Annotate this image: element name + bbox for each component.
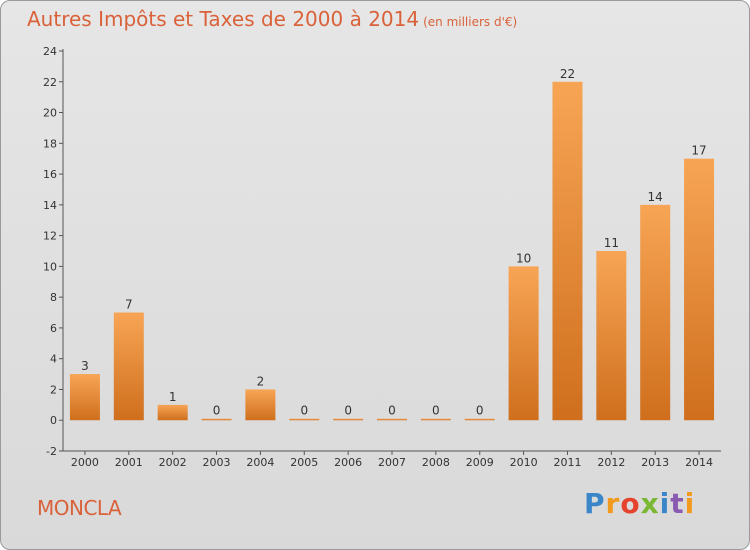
y-tick-label: 16 xyxy=(43,168,57,181)
y-tick-label: 10 xyxy=(43,260,57,273)
bar xyxy=(201,418,232,421)
bars xyxy=(69,81,715,421)
logo-letter: P xyxy=(584,487,606,520)
proxiti-logo[interactable]: Proxiti xyxy=(584,487,695,520)
y-tick-label: 6 xyxy=(50,322,57,335)
bar xyxy=(464,418,495,421)
value-label: 0 xyxy=(344,404,352,418)
value-label: 22 xyxy=(560,67,575,81)
chart-title-text: Autres Impôts et Taxes de 2000 à 2014 xyxy=(27,7,420,31)
y-tick-label: 24 xyxy=(43,45,57,58)
bar xyxy=(552,81,583,421)
value-label: 2 xyxy=(257,374,265,388)
y-tick-label: 8 xyxy=(50,291,57,304)
logo-letter: t xyxy=(670,487,685,520)
value-label: 0 xyxy=(432,404,440,418)
value-label: 0 xyxy=(300,404,308,418)
y-tick-label: 20 xyxy=(43,107,57,120)
y-tick-label: 0 xyxy=(50,414,57,427)
x-tick-label: 2013 xyxy=(641,456,669,469)
x-tick-label: 2005 xyxy=(290,456,318,469)
logo-letter: r xyxy=(605,487,621,520)
y-tick-label: 18 xyxy=(43,137,57,150)
bar xyxy=(684,158,715,421)
x-tick-label: 2007 xyxy=(378,456,406,469)
logo-letter: x xyxy=(640,487,660,520)
bar xyxy=(113,312,144,421)
y-tick-label: 22 xyxy=(43,76,57,89)
value-label: 11 xyxy=(604,236,619,250)
x-tick-label: 2009 xyxy=(466,456,494,469)
value-label: 1 xyxy=(169,390,177,404)
bar xyxy=(377,418,407,421)
x-tick-label: 2010 xyxy=(510,456,538,469)
bar xyxy=(157,404,188,421)
value-label: 3 xyxy=(81,359,89,373)
value-label: 10 xyxy=(516,251,531,265)
bar xyxy=(640,204,671,421)
bar xyxy=(69,374,100,421)
bar xyxy=(245,389,276,421)
value-label: 0 xyxy=(388,404,396,418)
x-tick-label: 2006 xyxy=(334,456,362,469)
labels: 3 2000 7 2001 1 2002 0 2003 2 2004 0 2005 0 2006 0 2007… xyxy=(71,67,713,469)
chart-title: Autres Impôts et Taxes de 2000 à 2014 (en… xyxy=(27,7,517,31)
commune-name: MONCLA xyxy=(37,496,122,520)
y-tick-label: 2 xyxy=(50,383,57,396)
x-tick-label: 2004 xyxy=(246,456,274,469)
logo-letter: i xyxy=(684,487,696,520)
y-tick-label: 14 xyxy=(43,199,57,212)
x-tick-label: 2001 xyxy=(115,456,143,469)
value-label: 17 xyxy=(691,144,706,158)
y-tick-label: -2 xyxy=(46,445,57,458)
x-tick-label: 2000 xyxy=(71,456,99,469)
bar xyxy=(420,418,451,421)
x-tick-label: 2011 xyxy=(553,456,581,469)
bar xyxy=(508,266,539,421)
x-tick-label: 2008 xyxy=(422,456,450,469)
value-label: 0 xyxy=(476,404,484,418)
x-tick-label: 2012 xyxy=(597,456,625,469)
x-tick-label: 2014 xyxy=(685,456,713,469)
bar xyxy=(333,418,364,421)
y-tick-label: 12 xyxy=(43,230,57,243)
bar xyxy=(289,418,320,421)
y-tick-label: 4 xyxy=(50,353,57,366)
x-tick-label: 2003 xyxy=(203,456,231,469)
value-label: 0 xyxy=(213,404,221,418)
logo-letter: o xyxy=(620,487,641,520)
bar xyxy=(596,251,627,421)
value-label: 14 xyxy=(648,190,663,204)
logo-letter: i xyxy=(659,487,671,520)
chart-unit: (en milliers d'€) xyxy=(423,15,518,29)
value-label: 7 xyxy=(125,298,133,312)
x-tick-label: 2002 xyxy=(159,456,187,469)
